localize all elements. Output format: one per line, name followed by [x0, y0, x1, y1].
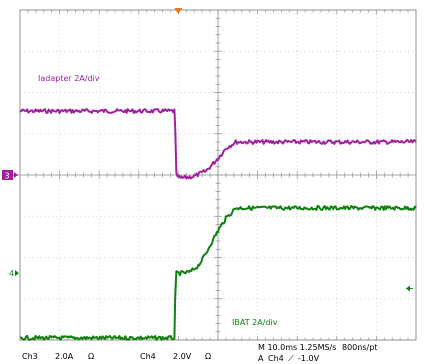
graticule [19, 9, 417, 341]
ch3-scale: 2.0A [55, 352, 74, 361]
status-bar: Ch3 2.0A Ω Ch4 2.0V Ω M 10.0ms 1.25MS/s … [22, 343, 377, 363]
trigger-source: Ch4 [268, 354, 284, 363]
ch4-scale: 2.0V [173, 352, 192, 361]
ch4-trace [19, 205, 417, 341]
ch3-annotation: Iadapter 2A/div [38, 74, 100, 83]
timebase: M 10.0ms 1.25MS/s [258, 343, 336, 352]
trigger-prefix: A [258, 354, 264, 363]
record-length: 800ns/pt [342, 343, 377, 352]
ch4-annotation: IBAT 2A/div [232, 318, 278, 327]
trigger-level: -1.0V [298, 354, 320, 363]
ch3-coupling: Ω [88, 352, 94, 361]
trigger-position-marker-icon [174, 8, 183, 14]
ch4-name: Ch4 [140, 352, 156, 361]
markers: 34 [2, 8, 413, 292]
traces [19, 108, 417, 341]
ch4-coupling: Ω [205, 352, 211, 361]
ch3-trace [19, 108, 417, 180]
ch4-marker-arrow-icon [15, 270, 19, 277]
ch3-marker-label: 3 [5, 172, 10, 181]
ch3-marker-box [2, 170, 13, 180]
ch3-name: Ch3 [22, 352, 38, 361]
ch4-ground-marker: 4 [9, 269, 19, 278]
trigger-slope-icon: ⟋ [288, 354, 294, 363]
ch4-marker-label: 4 [9, 269, 14, 278]
ch3-ground-marker: 3 [2, 170, 19, 181]
